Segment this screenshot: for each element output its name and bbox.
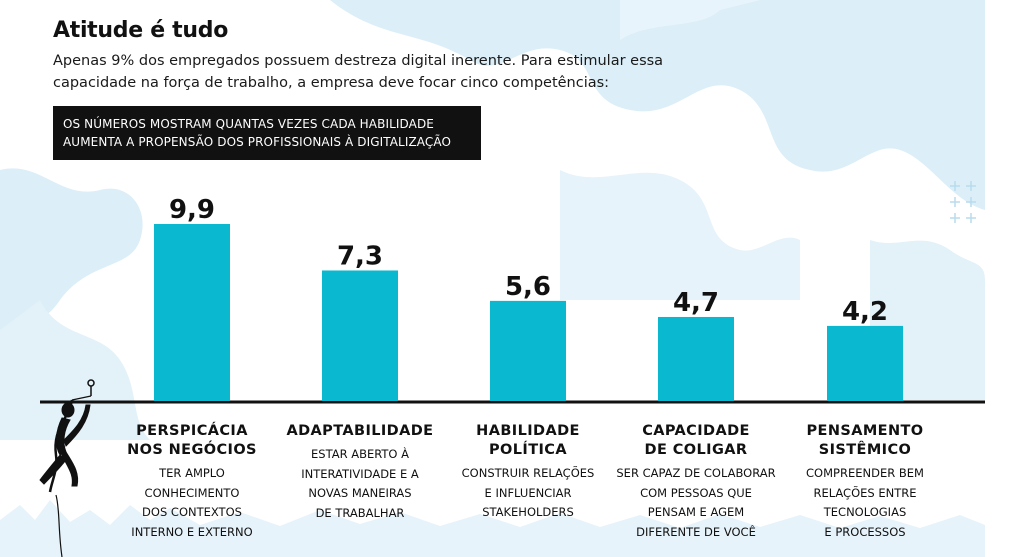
- plus-pattern-icon: [950, 181, 976, 223]
- category-description: TER AMPLO CONHECIMENTO DOS CONTEXTOS INT…: [131, 466, 253, 539]
- category-2: ADAPTABILIDADE ESTAR ABERTO À INTERATIVID…: [275, 422, 445, 523]
- bar-value-label-3: 5,6: [505, 272, 551, 302]
- chart-title: Atitude é tudo: [53, 18, 229, 43]
- category-description: COMPREENDER BEM RELAÇÕES ENTRE TECNOLOGI…: [806, 466, 924, 539]
- category-label: CAPACIDADE DE COLIGAR: [642, 423, 750, 458]
- category-3: HABILIDADE POLÍTICA CONSTRUIR RELAÇÕES E …: [443, 422, 613, 523]
- bar-value-label-2: 7,3: [337, 241, 383, 271]
- category-5: PENSAMENTO SISTÊMICO COMPREENDER BEM RELA…: [780, 422, 950, 542]
- category-label: PERSPICÁCIA NOS NEGÓCIOS: [127, 423, 257, 458]
- category-description: ESTAR ABERTO À INTERATIVIDADE E A NOVAS …: [301, 447, 419, 520]
- bar-value-label-1: 9,9: [169, 195, 215, 225]
- category-description: CONSTRUIR RELAÇÕES E INFLUENCIAR STAKEHO…: [461, 466, 595, 519]
- bar-2: [322, 270, 398, 401]
- bar-4: [658, 316, 734, 401]
- bar-value-label-4: 4,7: [673, 288, 719, 318]
- category-description: SER CAPAZ DE COLABORAR COM PESSOAS QUE P…: [616, 466, 776, 539]
- category-4: CAPACIDADE DE COLIGAR SER CAPAZ DE COLABO…: [611, 422, 781, 542]
- chart-subtitle: Apenas 9% dos empregados possuem destrez…: [53, 53, 664, 91]
- bar-value-label-5: 4,2: [842, 297, 888, 327]
- category-label: ADAPTABILIDADE: [286, 423, 434, 439]
- note-text: OS NÚMEROS MOSTRAM QUANTAS VEZES CADA HA…: [63, 117, 452, 149]
- category-1: PERSPICÁCIA NOS NEGÓCIOS TER AMPLO CONHEC…: [107, 422, 277, 542]
- category-label: HABILIDADE POLÍTICA: [476, 423, 580, 458]
- climber-icon: [39, 379, 985, 557]
- bar-5: [827, 325, 903, 401]
- bar-1: [154, 224, 230, 401]
- category-label: PENSAMENTO SISTÊMICO: [806, 423, 924, 458]
- bar-3: [490, 300, 566, 401]
- note-box: OS NÚMEROS MOSTRAM QUANTAS VEZES CADA HA…: [53, 106, 481, 160]
